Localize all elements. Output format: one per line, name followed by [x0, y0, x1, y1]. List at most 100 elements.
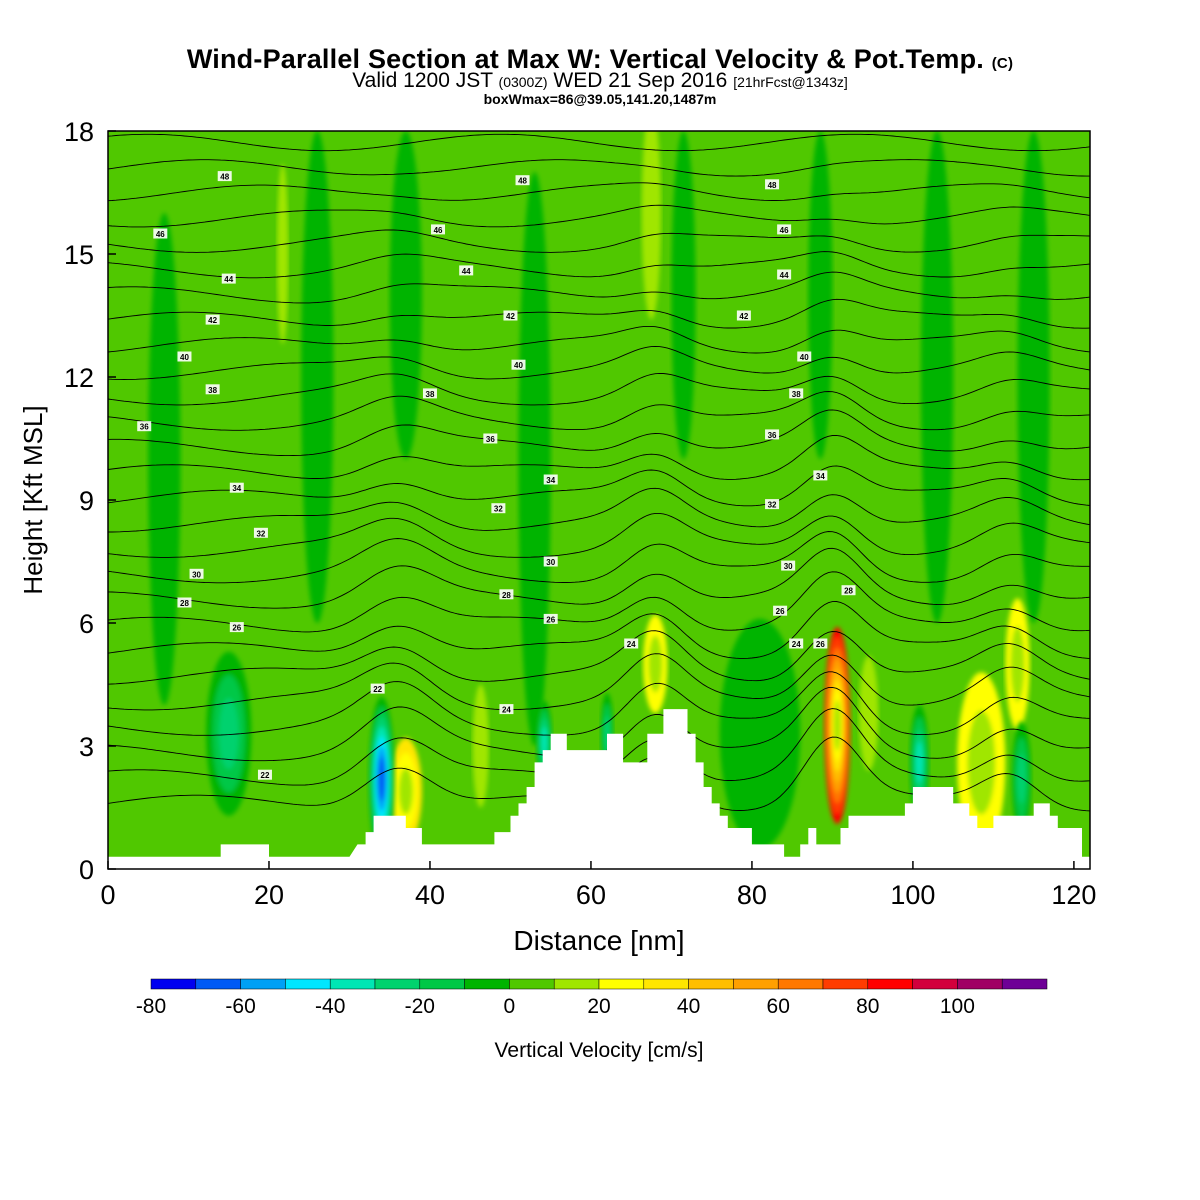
colorbar: -80 -60 -40 -20 0 20 40 60 80 100 [136, 978, 1048, 1018]
downdraft-cell [920, 131, 954, 623]
colorbar-swatch [464, 978, 510, 990]
theta-contour [108, 182, 1090, 202]
theta-contour [108, 434, 1090, 481]
contour-label: 44 [462, 267, 471, 276]
colorbar-swatch [419, 978, 465, 990]
velocity-band [1017, 131, 1050, 623]
contour-label: 48 [220, 173, 229, 182]
colorbar-tick-label: -40 [315, 995, 345, 1018]
downdraft-cell [518, 172, 551, 746]
contour-label: 40 [514, 361, 523, 370]
contour-label: 42 [208, 316, 217, 325]
theta-contour [108, 601, 1090, 660]
contour-label-bg [221, 273, 236, 284]
colorbar-swatch [1001, 978, 1048, 990]
contour-label-bg [205, 384, 220, 395]
contour-label: 26 [546, 615, 555, 624]
contour-label: 38 [208, 386, 217, 395]
contour-label-bg [841, 585, 856, 596]
contour-label: 48 [518, 177, 527, 186]
downdraft-cell [389, 131, 422, 459]
velocity-band [808, 131, 833, 459]
y-tick-label: 0 [79, 855, 94, 885]
contour-label: 38 [426, 390, 435, 399]
velocity-band [1010, 626, 1025, 702]
theta-contour [108, 487, 1090, 533]
terrain-profile [108, 709, 1090, 869]
contour-label-bg [543, 556, 558, 567]
contour-label-bg [431, 224, 446, 235]
contour-label: 34 [232, 484, 241, 493]
updraft-cell [643, 614, 668, 714]
contour-label-bg [229, 482, 244, 493]
contour-label: 30 [192, 570, 201, 579]
colorbar-swatch [240, 978, 286, 990]
contour-label-bg [205, 314, 220, 325]
downdraft-cell [719, 618, 801, 849]
colorbar-tick-label: 100 [940, 995, 975, 1018]
contour-label-bg [503, 310, 518, 321]
contour-label: 24 [502, 706, 511, 715]
contour-label: 36 [486, 435, 495, 444]
velocity-band [148, 213, 181, 705]
theta-contour [108, 653, 1090, 711]
theta-contour [108, 571, 1090, 633]
colorbar-swatch [867, 978, 913, 990]
downdraft-cell [301, 131, 334, 623]
colorbar-swatch [553, 978, 600, 990]
y-axis-label: Height [Kft MSL] [18, 405, 48, 594]
downdraft-cell [808, 131, 833, 459]
contour-label: 30 [784, 562, 793, 571]
velocity-band [301, 131, 334, 623]
theta-contour [108, 204, 1090, 228]
velocity-band [541, 727, 548, 757]
y-tick-label: 3 [79, 732, 94, 762]
colorbar-swatch [957, 978, 1003, 990]
contour-label-bg [177, 597, 192, 608]
contour-label-bg [765, 179, 780, 190]
y-tick-label: 9 [79, 486, 94, 516]
colorbar-swatch [195, 978, 241, 990]
velocity-band [472, 684, 489, 808]
theta-contour [108, 547, 1090, 609]
colorbar-tick-label: 60 [767, 995, 790, 1018]
contour-label: 44 [224, 275, 233, 284]
x-tick-label: 60 [576, 880, 606, 910]
colorbar-swatch [912, 978, 958, 990]
colorbar-swatch [598, 978, 645, 990]
contour-label: 46 [780, 226, 789, 235]
contour-label-bg [499, 589, 514, 600]
x-tick-label: 100 [890, 880, 935, 910]
contour-label: 26 [232, 624, 241, 633]
contour-label-bg [789, 388, 804, 399]
velocity-band [967, 710, 996, 815]
y-tick-label: 6 [79, 609, 94, 639]
contour-label-bg [257, 769, 272, 780]
velocity-band [920, 131, 954, 623]
velocity-band [648, 635, 663, 693]
theta-contour [108, 133, 1090, 152]
downdraft-cell [671, 131, 696, 459]
theta-contour [108, 251, 1090, 279]
theta-contour [108, 391, 1090, 431]
contour-label-bg [189, 568, 204, 579]
velocity-band [719, 618, 801, 849]
colorbar-tick-label: -80 [136, 995, 166, 1018]
contour-label: 48 [768, 181, 777, 190]
y-tick-label: 12 [64, 363, 94, 393]
colorbar-tick-label: 80 [856, 995, 879, 1018]
contour-label-bg [370, 683, 385, 694]
contour-label-bg [789, 638, 804, 649]
x-tick-label: 20 [254, 880, 284, 910]
theta-contour [108, 271, 1090, 304]
contour-label: 26 [776, 607, 785, 616]
contour-label: 36 [768, 431, 777, 440]
contour-label: 46 [434, 226, 443, 235]
theta-contour [108, 159, 1090, 177]
theta-contour [108, 109, 1090, 125]
theta-contour [108, 465, 1090, 507]
downdraft-cell [1011, 721, 1032, 837]
updraft-cell [824, 627, 851, 824]
contour-label: 26 [816, 640, 825, 649]
